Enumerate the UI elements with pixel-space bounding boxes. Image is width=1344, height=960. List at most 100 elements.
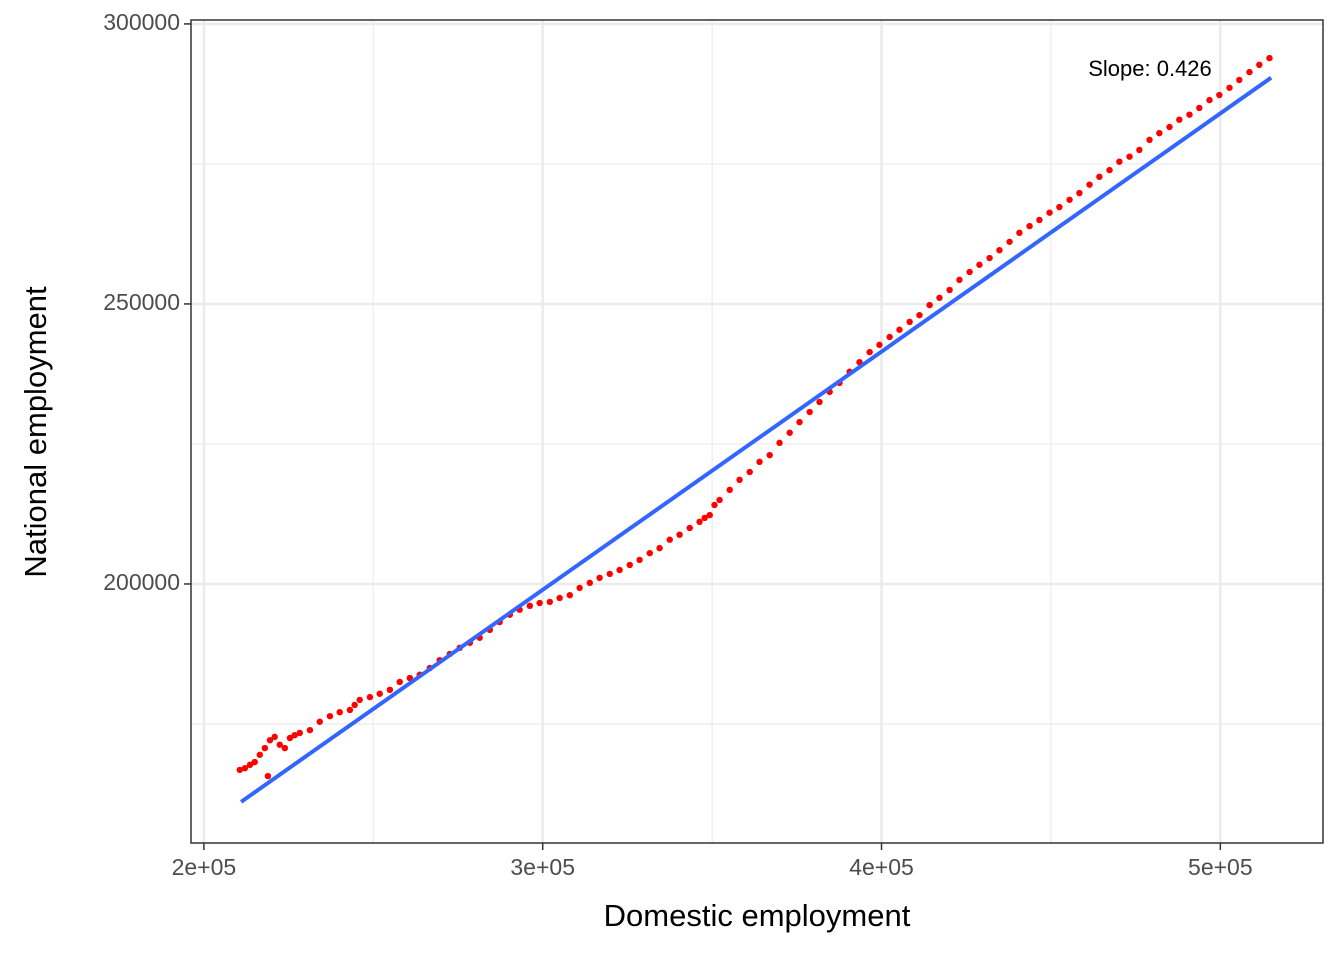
point bbox=[616, 566, 623, 574]
point bbox=[1226, 84, 1233, 91]
point bbox=[676, 531, 683, 538]
point bbox=[906, 318, 913, 326]
point bbox=[576, 584, 583, 592]
point bbox=[1086, 181, 1093, 188]
point bbox=[291, 731, 298, 739]
point bbox=[926, 301, 933, 309]
point bbox=[586, 579, 593, 587]
point bbox=[326, 712, 334, 720]
point bbox=[686, 524, 693, 532]
point bbox=[1266, 54, 1273, 62]
point bbox=[776, 439, 783, 447]
x-tick-label: 5e+05 bbox=[1188, 854, 1253, 880]
point bbox=[1096, 173, 1103, 181]
point bbox=[866, 348, 873, 356]
point bbox=[806, 408, 813, 416]
y-tick-label: 300000 bbox=[103, 9, 180, 35]
point bbox=[726, 486, 733, 494]
point bbox=[1256, 61, 1263, 69]
point bbox=[266, 737, 274, 744]
point bbox=[696, 518, 703, 526]
point bbox=[666, 536, 673, 543]
point bbox=[946, 286, 953, 294]
x-tick-label: 3e+05 bbox=[510, 854, 575, 880]
y-tick-label: 200000 bbox=[103, 569, 180, 595]
point bbox=[261, 744, 269, 752]
point bbox=[566, 591, 574, 599]
point bbox=[1216, 91, 1223, 99]
point bbox=[1026, 222, 1033, 230]
point bbox=[366, 693, 374, 701]
point bbox=[526, 602, 534, 610]
point bbox=[251, 758, 258, 766]
point bbox=[1116, 158, 1123, 165]
point bbox=[816, 398, 823, 406]
point bbox=[636, 556, 643, 564]
point bbox=[316, 718, 323, 725]
point bbox=[596, 574, 603, 582]
point bbox=[556, 594, 563, 602]
point bbox=[976, 261, 983, 268]
point bbox=[1196, 104, 1203, 112]
point bbox=[336, 709, 343, 716]
point bbox=[786, 429, 793, 436]
point bbox=[241, 765, 249, 772]
point bbox=[936, 294, 943, 301]
point bbox=[886, 333, 893, 341]
point bbox=[1126, 153, 1133, 160]
point bbox=[351, 701, 358, 709]
x-axis-title: Domestic employment bbox=[604, 898, 911, 933]
point bbox=[1016, 229, 1023, 237]
point bbox=[656, 544, 663, 552]
point bbox=[646, 549, 653, 557]
point bbox=[1036, 216, 1043, 224]
point bbox=[736, 476, 743, 484]
point bbox=[1176, 116, 1183, 123]
point bbox=[966, 268, 973, 276]
point bbox=[1206, 96, 1213, 104]
point bbox=[986, 254, 993, 262]
panel-border bbox=[190, 19, 1324, 844]
point bbox=[896, 326, 903, 333]
point bbox=[276, 741, 283, 748]
point bbox=[546, 598, 554, 606]
point bbox=[286, 734, 294, 742]
point bbox=[1066, 196, 1073, 203]
point bbox=[1076, 189, 1083, 197]
point bbox=[264, 772, 272, 780]
point bbox=[396, 678, 403, 686]
point bbox=[1166, 123, 1173, 131]
point bbox=[236, 766, 243, 774]
point bbox=[306, 726, 314, 734]
point bbox=[281, 744, 289, 752]
point bbox=[346, 706, 354, 714]
point bbox=[376, 690, 383, 697]
fit-line bbox=[239, 76, 1273, 804]
point bbox=[746, 468, 753, 476]
point bbox=[996, 246, 1003, 254]
point bbox=[1056, 203, 1063, 211]
point bbox=[271, 733, 278, 741]
point bbox=[1046, 209, 1053, 216]
point bbox=[706, 511, 713, 519]
x-tick-label: 2e+05 bbox=[172, 854, 237, 880]
point bbox=[256, 751, 263, 758]
point bbox=[1006, 238, 1013, 245]
point bbox=[1106, 166, 1113, 174]
y-tick-label: 250000 bbox=[103, 289, 180, 315]
annotation: Slope: 0.426 bbox=[1088, 56, 1212, 81]
point bbox=[1186, 111, 1193, 118]
point bbox=[876, 341, 883, 349]
point bbox=[246, 761, 254, 769]
y-axis-title: National employment bbox=[18, 286, 53, 578]
point bbox=[1236, 76, 1243, 84]
point bbox=[1246, 68, 1253, 76]
point bbox=[716, 496, 723, 504]
point bbox=[756, 458, 763, 466]
point bbox=[626, 561, 633, 569]
point bbox=[606, 570, 613, 578]
point bbox=[1146, 136, 1153, 144]
point bbox=[536, 599, 543, 607]
point bbox=[916, 311, 923, 319]
